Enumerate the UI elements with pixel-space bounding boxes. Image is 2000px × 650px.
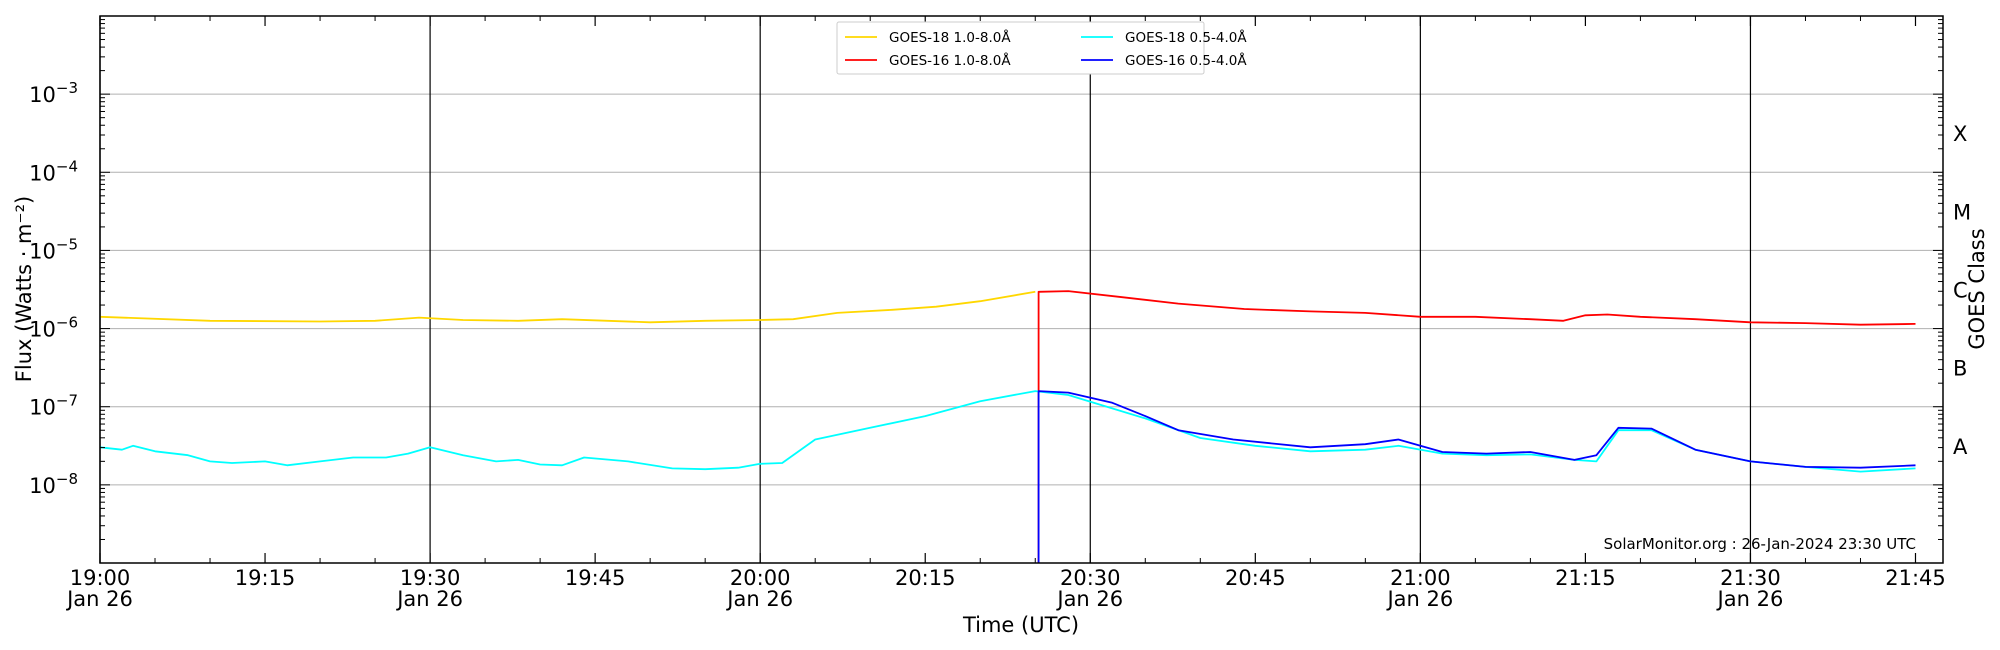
y-tick-label: 10−5	[29, 235, 78, 263]
x-tick-label: 19:30	[400, 566, 461, 590]
x-tick-label: 20:30	[1060, 566, 1121, 590]
goes-class-label: B	[1953, 357, 1967, 381]
series-line-2	[1037, 290, 1916, 563]
date-boundary-lines	[99, 16, 1752, 563]
y-tick-label: 10−3	[29, 79, 78, 107]
x-tick-label: 21:30	[1720, 566, 1781, 590]
y-tick-label: 10−4	[29, 157, 78, 185]
goes-class-label: A	[1953, 435, 1968, 459]
x-tick-date-label: Jan 26	[725, 587, 793, 611]
legend: GOES-18 1.0-8.0Å GOES-16 1.0-8.0Å GOES-18 …	[836, 21, 1247, 75]
x-tick-date-label: Jan 26	[1385, 587, 1453, 611]
x-tick-label: 19:15	[235, 566, 296, 590]
x-tick-label: 20:15	[895, 566, 956, 590]
x-tick-label: 21:45	[1885, 566, 1946, 590]
plot-frame	[99, 15, 1944, 564]
y-axis-right-title: GOES Class	[1965, 228, 1989, 349]
x-axis-title: Time (UTC)	[962, 613, 1079, 637]
x-tick-date-label: Jan 26	[1055, 587, 1123, 611]
series-line-3	[99, 390, 1916, 473]
goes-class-label: X	[1953, 122, 1967, 146]
y-tick-label: 10−8	[29, 470, 78, 498]
goes-class-labels: X M C B A	[1953, 122, 1971, 459]
x-tick-label: 21:00	[1390, 566, 1451, 590]
credit-text: SolarMonitor.org : 26-Jan-2024 23:30 UTC	[1604, 535, 1916, 553]
x-tick-date-label: Jan 26	[65, 587, 133, 611]
legend-label: GOES-18 1.0-8.0Å	[889, 29, 1011, 46]
x-tick-date-label: Jan 26	[1716, 587, 1784, 611]
legend-label: GOES-16 0.5-4.0Å	[1125, 52, 1247, 69]
y-tick-label: 10−7	[29, 392, 78, 420]
y-axis-title: Flux (Watts · m⁻²)	[12, 196, 36, 382]
series-line-4	[1037, 390, 1916, 563]
legend-label: GOES-16 1.0-8.0Å	[889, 52, 1011, 69]
series-line-1	[99, 290, 1036, 324]
x-tick-label: 19:00	[70, 566, 131, 590]
legend-box	[836, 21, 1205, 75]
goes-class-label: C	[1953, 279, 1968, 303]
x-tick-label: 21:15	[1555, 566, 1616, 590]
axis-ticks	[99, 16, 1943, 564]
goes-class-label: M	[1953, 200, 1971, 224]
gridlines	[100, 93, 1943, 486]
x-tick-date-label: Jan 26	[395, 587, 463, 611]
x-tick-label: 20:00	[730, 566, 791, 590]
legend-label: GOES-18 0.5-4.0Å	[1125, 29, 1247, 46]
data-series	[99, 290, 1916, 563]
x-tick-label: 19:45	[565, 566, 626, 590]
x-tick-label: 20:45	[1225, 566, 1286, 590]
y-tick-label: 10−6	[29, 314, 78, 342]
